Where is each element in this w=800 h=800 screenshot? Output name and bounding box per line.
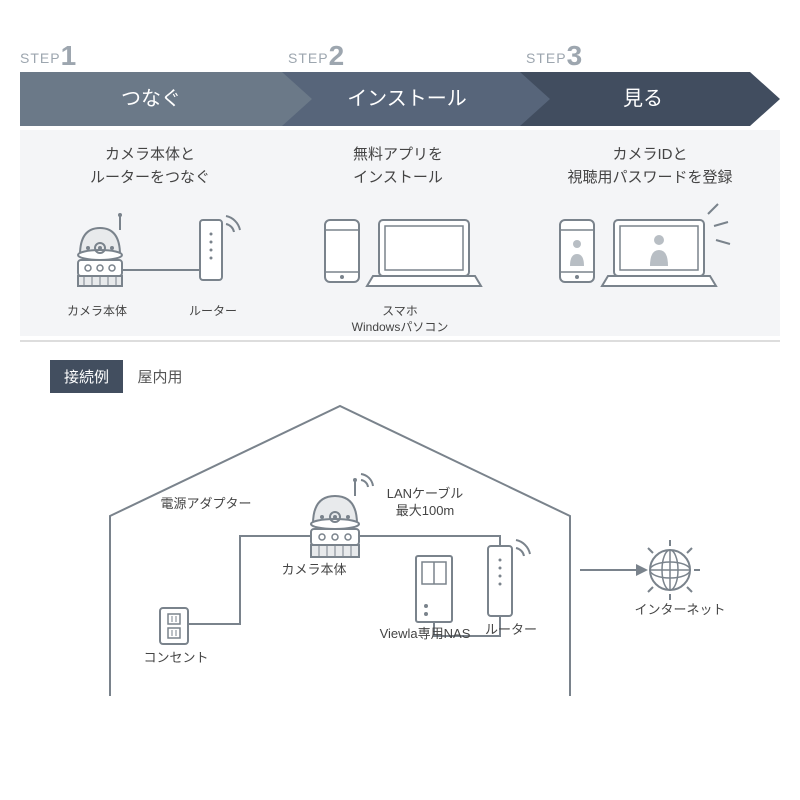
step-label-3: STEP3 xyxy=(526,40,583,72)
view-icon xyxy=(540,200,760,300)
lbl-nas: Viewla専用NAS xyxy=(370,626,480,643)
divider xyxy=(20,340,780,342)
connection-example: 接続例 屋内用 xyxy=(50,360,750,740)
arrow-title-1: つなぐ xyxy=(20,72,282,126)
desc-1: カメラ本体とルーターをつなぐ xyxy=(30,144,270,189)
arrow-band: つなぐ インストール 見る xyxy=(20,72,780,126)
step-label-1: STEP1 xyxy=(20,40,77,72)
step2-icons: スマホWindowsパソコン xyxy=(305,200,495,335)
lbl-router: ルーター xyxy=(476,622,546,639)
lbl-outlet: コンセント xyxy=(136,650,216,667)
arrow-title-3: 見る xyxy=(528,72,758,126)
lbl-internet: インターネット xyxy=(630,602,730,619)
router-label: ルーター xyxy=(178,304,248,320)
lbl-camera: カメラ本体 xyxy=(274,562,354,579)
lbl-adapter: 電源アダプター xyxy=(156,496,256,513)
camera-router-icon xyxy=(40,200,260,300)
arrow-title-2: インストール xyxy=(288,72,526,126)
setup-infographic: STEP1 STEP2 STEP3 つなぐ インストール 見る カメラ本体とルー… xyxy=(20,40,780,760)
desc-2: 無料アプリをインストール xyxy=(288,144,508,189)
step3-icons xyxy=(540,200,760,300)
phone-laptop-label: スマホWindowsパソコン xyxy=(305,304,495,335)
step1-icons: カメラ本体 ルーター xyxy=(40,200,260,320)
phone-laptop-icon xyxy=(305,200,495,300)
desc-3: カメラIDと視聴用パスワードを登録 xyxy=(520,144,780,189)
camera-label: カメラ本体 xyxy=(52,304,142,320)
step-label-2: STEP2 xyxy=(288,40,345,72)
lbl-lan: LANケーブル最大100m xyxy=(370,486,480,520)
icons-row: カメラ本体 ルーター スマホWindowsパソコン xyxy=(20,200,780,320)
